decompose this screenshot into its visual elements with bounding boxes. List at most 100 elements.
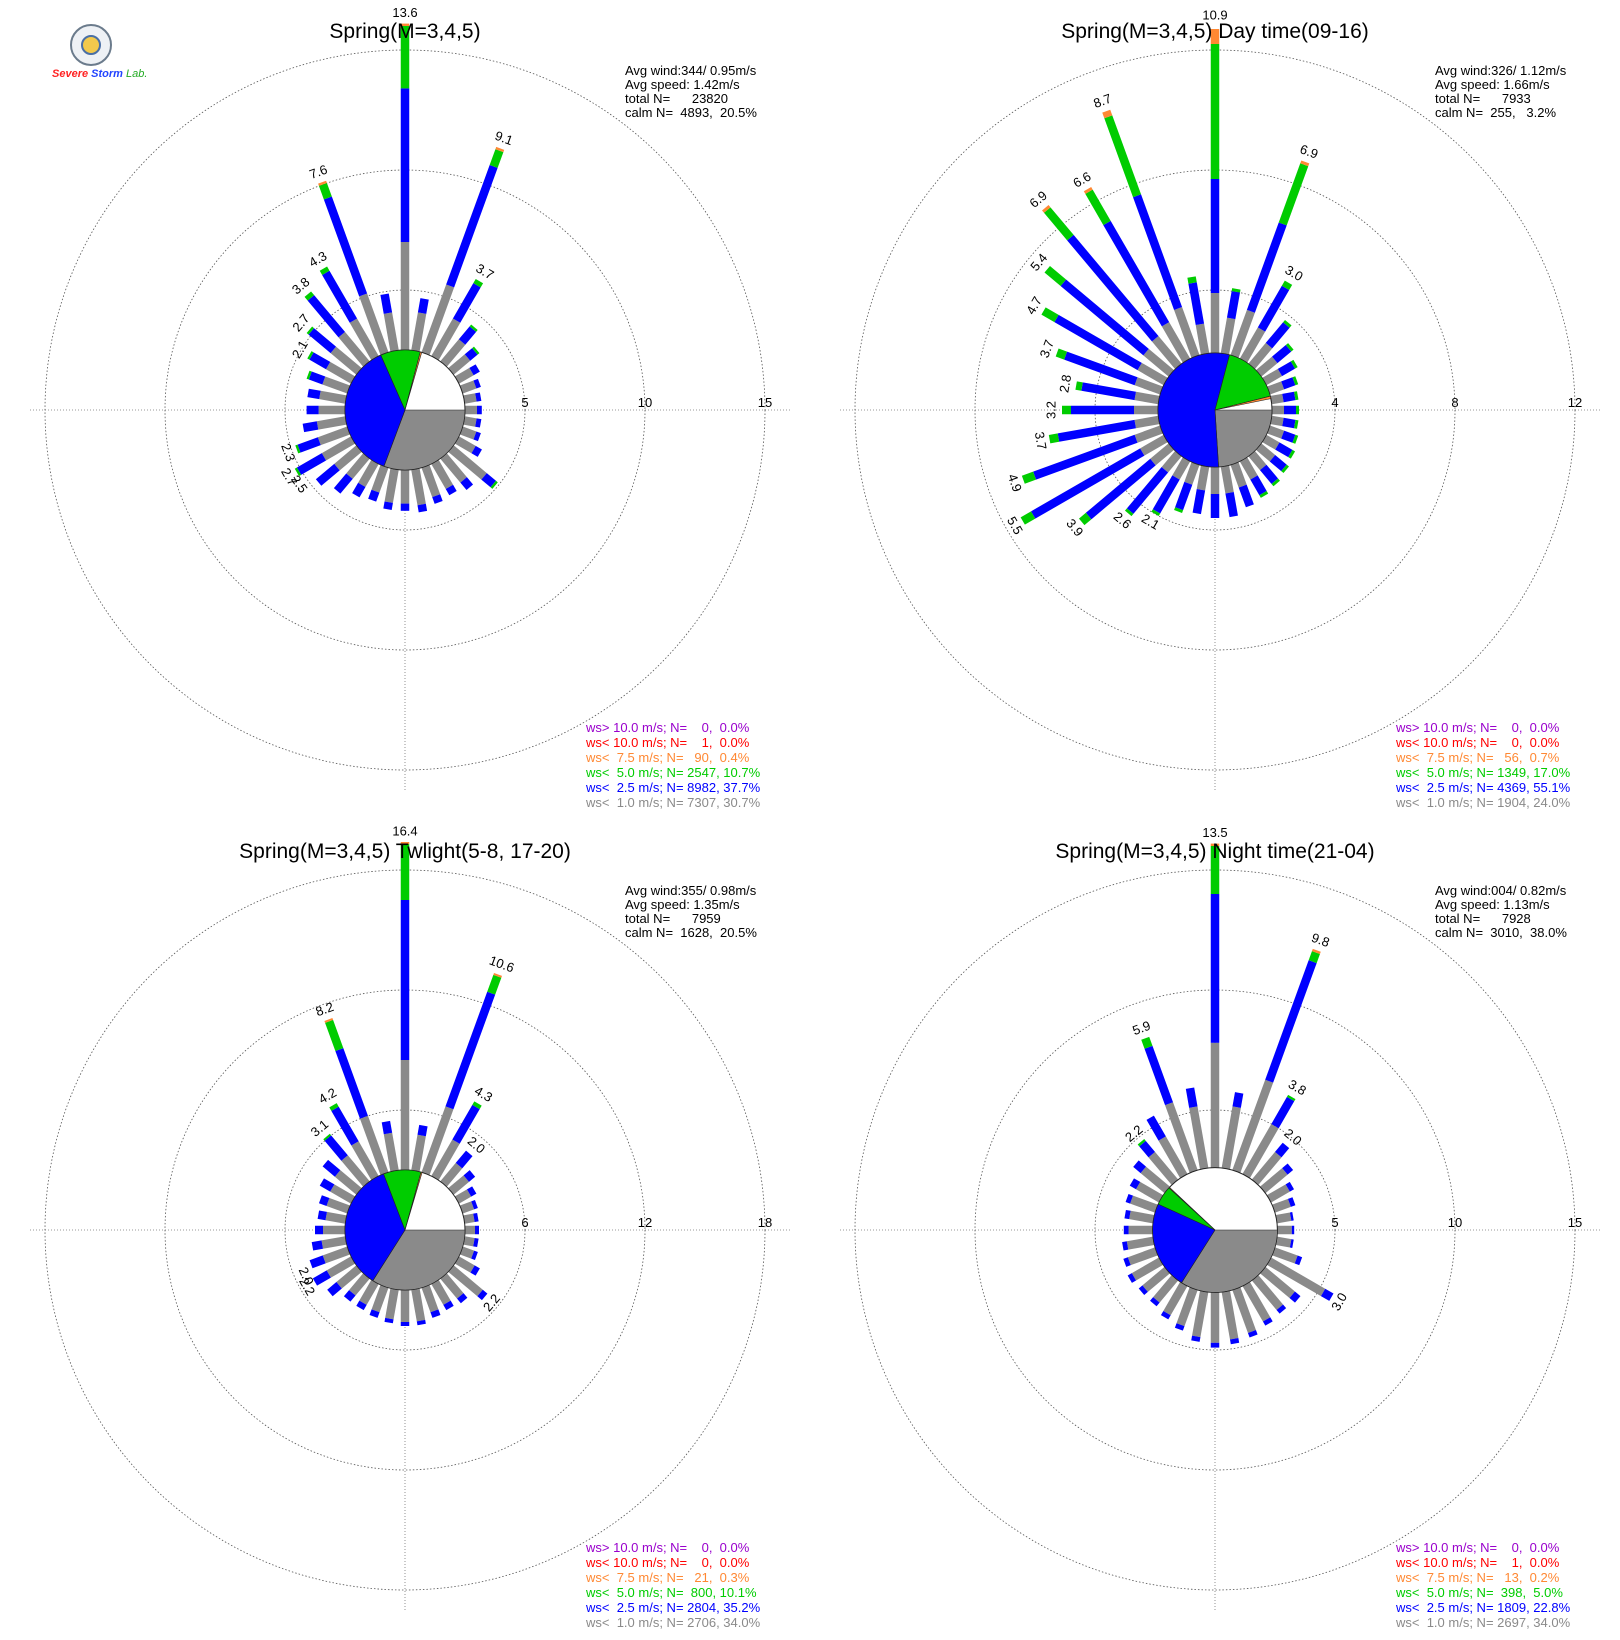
bar-segment (1126, 467, 1169, 514)
ring-label: 10 (1448, 1215, 1462, 1230)
direction-bar (1275, 1212, 1294, 1224)
bar-segment (307, 388, 321, 400)
direction-bar (454, 1256, 480, 1276)
direction-bar (302, 416, 347, 433)
direction-bar (459, 378, 481, 394)
bar-segment (1248, 342, 1273, 370)
bar-segment (1210, 846, 1220, 894)
bar-segment (448, 445, 487, 480)
bar-segment (421, 284, 455, 356)
bar-segment (380, 293, 393, 314)
bar-segment (306, 405, 319, 415)
direction-bar (1146, 1115, 1188, 1179)
bar-segment (1140, 434, 1168, 456)
bar-segment (1239, 327, 1266, 363)
direction-bar (307, 351, 356, 384)
direction-bar (1141, 1036, 1198, 1173)
bar-segment (1277, 361, 1296, 377)
bar-segment (1175, 481, 1193, 511)
bar-segment (455, 1150, 473, 1169)
bar-value-label: 2.1 (289, 338, 311, 361)
avg-wind-text: Avg wind:326/ 1.12m/s (1435, 63, 1567, 78)
bar-segment (1123, 1225, 1129, 1235)
bar-segment (1161, 450, 1182, 473)
bar-segment (1232, 1079, 1274, 1173)
lab-brand-text: Severe Storm Lab. (52, 68, 148, 80)
bar-segment (1210, 44, 1220, 179)
bar-segment (343, 1290, 356, 1302)
direction-bar (1151, 457, 1191, 517)
bar-segment (1055, 348, 1068, 360)
direction-bar (309, 1246, 351, 1269)
bar-segment (1042, 205, 1051, 213)
bar-segment (411, 468, 426, 506)
direction-bar (315, 1225, 345, 1235)
direction-bar (463, 1212, 479, 1224)
direction-bar (312, 1256, 356, 1286)
bar-segment (1071, 405, 1134, 415)
direction-bar (1248, 450, 1280, 487)
bar-segment (323, 196, 368, 297)
legend-entry: ws< 1.0 m/s; N= 1904, 24.0% (1396, 795, 1571, 810)
direction-bar (1251, 1275, 1287, 1314)
bar-segment (1044, 265, 1067, 286)
direction-bar (1062, 405, 1158, 415)
bar-segment (1143, 348, 1175, 377)
direction-bar (421, 972, 503, 1176)
legend-entry: ws< 2.5 m/s; N= 1809, 22.8% (1396, 1600, 1571, 1615)
bar-segment (1226, 291, 1241, 320)
bar-segment (400, 242, 410, 350)
bar-segment (1158, 1136, 1188, 1179)
bar-value-label: 8.2 (314, 999, 336, 1019)
bar-segment (1085, 458, 1156, 520)
bar-segment (1210, 29, 1220, 44)
bar-segment (1133, 1160, 1147, 1174)
bar-segment (1210, 1342, 1220, 1348)
ring-label: 5 (1331, 1215, 1338, 1230)
bar-segment (1290, 359, 1298, 369)
ring-label: 12 (1568, 395, 1582, 410)
bar-segment (473, 431, 481, 442)
direction-bar (1192, 465, 1210, 515)
bar-segment (1054, 314, 1142, 371)
direction-bar (1160, 1281, 1188, 1320)
bar-segment (490, 480, 498, 489)
ring-circle (284, 289, 526, 531)
bar-segment (1289, 1291, 1301, 1303)
calm-pie-slice (1181, 1229, 1278, 1293)
direction-bar (459, 1200, 478, 1214)
ring-label: 15 (1568, 1215, 1582, 1230)
bar-segment (311, 1240, 324, 1251)
speed-legend: ws> 10.0 m/s; N= 0, 0.0% ws< 10.0 m/s; N=… (1396, 720, 1570, 810)
direction-bar (1239, 457, 1269, 498)
direction-bar (1075, 381, 1160, 405)
legend-entry: ws< 5.0 m/s; N= 1349, 17.0% (1396, 765, 1571, 780)
bar-segment (489, 149, 504, 168)
direction-bar (1277, 1225, 1295, 1235)
avg-speed-text: Avg speed: 1.13m/s (1435, 897, 1550, 912)
direction-bar (1210, 29, 1220, 353)
bar-segment (1126, 1236, 1155, 1250)
direction-bar (1266, 1257, 1334, 1301)
bar-segment (440, 1273, 464, 1299)
chart-title: Spring(M=3,4,5) Night time(21-04) (1055, 840, 1375, 863)
bar-segment (384, 468, 399, 503)
bar-segment (1210, 894, 1220, 1043)
bar-segment (1134, 391, 1160, 405)
calm-pie-slice (1214, 354, 1271, 411)
bar-segment (1122, 1241, 1129, 1251)
legend-entry: ws< 7.5 m/s; N= 13, 0.2% (1396, 1570, 1560, 1585)
wind-rose-svg: 4 8 1210.98.76.96.66.95.44.73.72.83.23.74.… (840, 7, 1600, 790)
bar-segment (1131, 1257, 1164, 1281)
legend-entry: ws< 7.5 m/s; N= 90, 0.4% (586, 750, 750, 765)
direction-bar (1042, 205, 1182, 370)
bar-segment (1137, 362, 1168, 386)
bar-segment (346, 453, 370, 479)
stats-box: Avg wind:004/ 0.82m/s Avg speed: 1.13m/s t… (1435, 884, 1567, 940)
calm-pie-slice (344, 1173, 406, 1282)
direction-bar (1150, 1275, 1179, 1307)
bar-segment (1281, 430, 1296, 443)
ring-label: 8 (1451, 395, 1458, 410)
bar-segment (1271, 1096, 1295, 1129)
direction-bar (329, 1103, 379, 1181)
